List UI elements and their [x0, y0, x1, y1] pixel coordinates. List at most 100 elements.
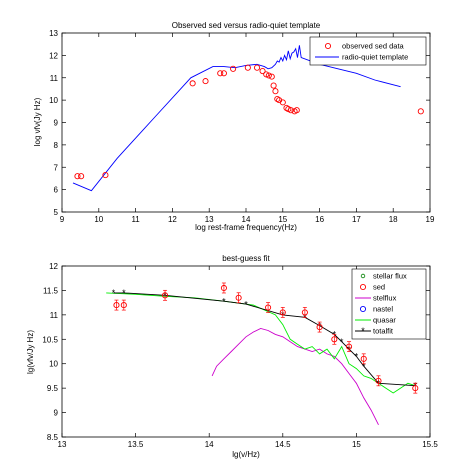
y-axis: 8.5 9 9.5 10 10.5 11 11.5 12 — [42, 262, 430, 442]
y-tick-label: 12 — [49, 262, 58, 271]
legend-marker-nastel — [359, 305, 367, 313]
data-point-observed-sed-data — [293, 107, 300, 114]
chart-panel-best-guess-fit: best-guess fit 13 13.5 14 14.5 15 15.5 8.5 9 9.… — [26, 254, 438, 459]
x-axis: 9 10 11 12 13 14 15 16 17 18 19 — [60, 33, 435, 224]
series-line-stelflux — [211, 328, 379, 426]
data-point-observed-sed-data — [78, 173, 85, 180]
data-point-totalfit: * — [244, 299, 248, 309]
y-tick-label: 10.5 — [42, 335, 58, 344]
x-tick-label: 16 — [315, 215, 324, 224]
x-tick-label: 12 — [168, 215, 177, 224]
y-axis-title: log νfν(Jy Hz) — [33, 97, 42, 146]
legend: stellar flux sed stelflux nastel quasar … — [351, 268, 427, 340]
data-point-observed-sed-data — [272, 88, 279, 95]
data-point-sed — [265, 304, 272, 311]
legend-label-sed: sed — [373, 283, 385, 292]
data-point-observed-sed-data — [253, 64, 261, 71]
legend-box — [351, 268, 427, 340]
y-tick-label: 7 — [54, 163, 59, 172]
data-marks: *************** — [106, 282, 419, 426]
legend-marker-sed — [359, 283, 367, 291]
x-tick-label: 19 — [426, 215, 435, 224]
y-tick-label: 13 — [49, 29, 58, 38]
x-tick-label: 11 — [131, 215, 140, 224]
data-point-totalfit: * — [222, 296, 226, 306]
data-point-sed — [235, 294, 242, 301]
y-tick-label: 12 — [49, 51, 58, 60]
y-axis: 5 6 7 8 9 10 11 12 13 — [49, 29, 430, 217]
y-axis-title: lg(vfv/Jy Hz) — [26, 330, 35, 374]
data-point-observed-sed-data — [102, 172, 109, 179]
data-point-observed-sed-data — [220, 70, 227, 77]
y-tick-label: 9 — [54, 409, 59, 418]
x-tick-label: 18 — [389, 215, 398, 224]
data-point-sed — [331, 336, 338, 343]
x-tick-label: 14 — [242, 215, 251, 224]
data-point-sed — [345, 343, 353, 350]
data-point-observed-sed-data — [287, 107, 294, 114]
data-point-sed — [113, 302, 120, 309]
data-point-observed-sed-data — [230, 65, 237, 72]
data-point-observed-sed-data — [217, 70, 224, 77]
y-tick-label: 11.5 — [43, 286, 59, 295]
data-point-sed — [301, 309, 308, 316]
series-line-radio-quiet-template — [72, 45, 401, 192]
x-axis-title: log rest-frame frequency(Hz) — [195, 223, 297, 232]
chart-panel-sed-template: Observed sed versus radio-quiet template… — [33, 21, 435, 232]
y-tick-label: 10 — [49, 96, 58, 105]
data-point-sed — [220, 284, 227, 292]
x-tick-label: 13 — [205, 215, 214, 224]
data-point-observed-sed-data — [244, 64, 251, 71]
data-point-observed-sed-data — [259, 67, 266, 75]
y-tick-label: 8.5 — [47, 433, 59, 442]
data-point-totalfit: * — [340, 337, 344, 347]
x-tick-label: 9 — [60, 215, 65, 224]
y-tick-label: 5 — [54, 208, 59, 217]
data-point-observed-sed-data — [189, 80, 196, 87]
y-tick-label: 11 — [50, 311, 59, 320]
legend-label-template: radio-quiet template — [342, 53, 408, 62]
x-axis: 13 13.5 14 14.5 15 15.5 — [58, 266, 438, 449]
data-point-sed — [375, 377, 382, 384]
x-tick-label: 14 — [205, 440, 214, 449]
data-marks — [72, 45, 424, 192]
data-point-sed — [412, 385, 419, 392]
x-tick-label: 13 — [58, 440, 67, 449]
legend-label-nastel: nastel — [373, 305, 393, 314]
data-point-observed-sed-data — [279, 99, 286, 106]
x-tick-label: 13.5 — [128, 440, 144, 449]
legend-marker-stellar-flux — [360, 273, 366, 279]
data-point-sed — [161, 292, 169, 299]
data-point-totalfit: * — [112, 288, 116, 298]
x-tick-label: 10 — [94, 215, 103, 224]
data-point-totalfit: * — [362, 361, 366, 371]
legend-label-totalfit: totalfit — [373, 327, 394, 336]
data-point-sed — [360, 355, 367, 362]
x-tick-label: 15 — [352, 440, 361, 449]
y-tick-label: 9.5 — [47, 384, 59, 393]
data-point-observed-sed-data — [202, 78, 209, 85]
data-point-observed-sed-data — [74, 173, 81, 180]
legend-marker-totalfit: * — [361, 326, 365, 336]
data-point-observed-sed-data — [270, 82, 277, 89]
data-point-observed-sed-data — [268, 73, 275, 80]
data-point-observed-sed-data — [265, 72, 272, 79]
legend-marker-observed — [324, 42, 332, 50]
y-tick-label: 8 — [54, 141, 59, 150]
x-tick-label: 14.5 — [275, 440, 291, 449]
x-tick-label: 17 — [352, 215, 361, 224]
data-point-totalfit: * — [355, 352, 359, 362]
data-point-sed — [279, 309, 286, 316]
chart-title: best-guess fit — [222, 254, 270, 263]
legend-label-observed: observed sed data — [342, 42, 405, 51]
legend-label-stelflux: stelflux — [373, 294, 397, 303]
legend: observed sed data radio-quiet template — [309, 36, 427, 66]
x-axis-title: lg(v/Hz) — [232, 450, 260, 459]
y-tick-label: 6 — [54, 186, 59, 195]
data-point-sed — [120, 302, 127, 309]
y-tick-label: 9 — [54, 119, 59, 128]
x-tick-label: 15 — [278, 215, 287, 224]
legend-box — [309, 36, 427, 66]
x-tick-label: 15.5 — [422, 440, 438, 449]
